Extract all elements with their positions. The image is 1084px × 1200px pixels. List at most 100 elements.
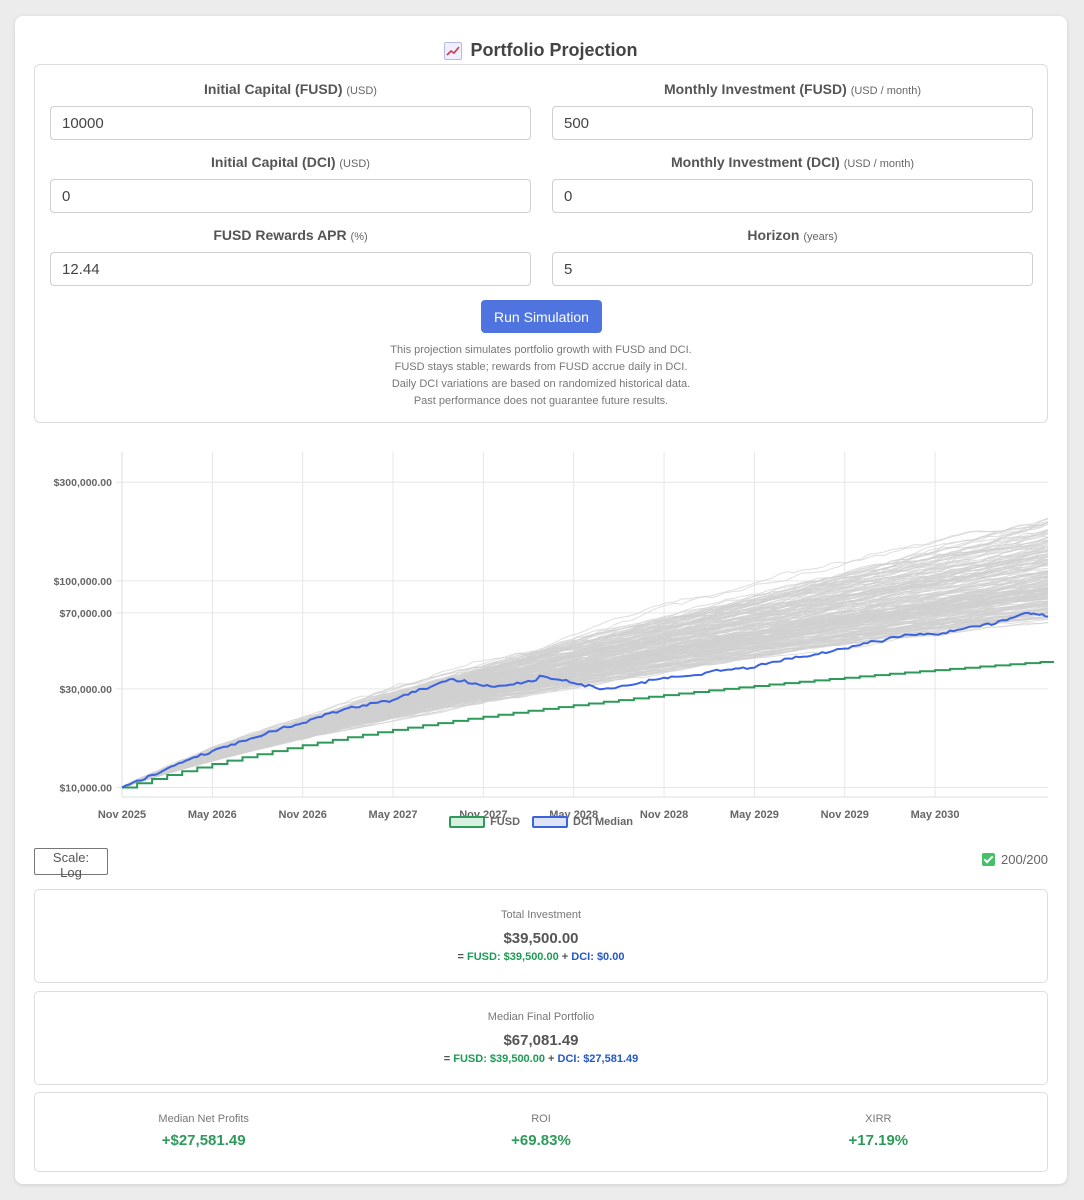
paths-count: 200/200 bbox=[1001, 852, 1048, 867]
field-initial-fusd: Initial Capital (FUSD) (USD) bbox=[50, 81, 531, 140]
initial-dci-input[interactable] bbox=[50, 179, 531, 213]
y-tick-label: $70,000.00 bbox=[59, 608, 112, 620]
x-tick-label: May 2026 bbox=[188, 809, 237, 821]
median-final-dci: DCI: $27,581.49 bbox=[557, 1053, 639, 1065]
field-monthly-dci: Monthly Investment (DCI) (USD / month) bbox=[552, 154, 1033, 213]
x-tick-label: Nov 2025 bbox=[98, 809, 146, 821]
initial-fusd-input[interactable] bbox=[50, 106, 531, 140]
legend-swatch-dci bbox=[532, 816, 569, 828]
xirr-value: +17.19% bbox=[848, 1132, 909, 1149]
page-title: Portfolio Projection bbox=[15, 40, 1067, 61]
legend-swatch-fusd bbox=[449, 816, 486, 828]
y-tick-label: $300,000.00 bbox=[54, 477, 113, 489]
xirr-label: XIRR bbox=[865, 1113, 892, 1125]
metrics-box: Median Net Profits +$27,581.49 ROI +69.8… bbox=[34, 1092, 1048, 1172]
projection-card: Portfolio Projection Initial Capital (FU… bbox=[15, 16, 1067, 1184]
simulation-path bbox=[121, 559, 1049, 788]
disclaimer-line: FUSD stays stable; rewards from FUSD acc… bbox=[394, 361, 688, 373]
simulation-path bbox=[121, 615, 1049, 788]
field-horizon: Horizon (years) bbox=[552, 227, 1033, 286]
monthly-dci-input[interactable] bbox=[552, 179, 1033, 213]
total-investment-value: $39,500.00 bbox=[503, 930, 579, 947]
net-profits-value: +$27,581.49 bbox=[161, 1132, 246, 1149]
dci-median-series-line bbox=[121, 611, 1049, 789]
net-profits-label: Median Net Profits bbox=[158, 1113, 249, 1125]
chart-increasing-icon bbox=[444, 41, 463, 60]
initial-fusd-unit: (USD) bbox=[346, 85, 377, 97]
field-initial-dci: Initial Capital (DCI) (USD) bbox=[50, 154, 531, 213]
scale-toggle-button[interactable]: Scale: Log bbox=[34, 848, 108, 880]
simulation-path bbox=[121, 611, 1049, 788]
monthly-fusd-unit: (USD / month) bbox=[850, 85, 921, 97]
simulation-path bbox=[121, 590, 1049, 788]
y-tick-label: $30,000.00 bbox=[59, 684, 112, 696]
total-investment-fusd: FUSD: $39,500.00 bbox=[467, 951, 559, 963]
simulation-path bbox=[121, 517, 1049, 788]
chart-legend: FUSD DCI Median bbox=[15, 816, 1067, 828]
median-final-breakdown: = FUSD: $39,500.00 + DCI: $27,581.49 bbox=[443, 1053, 639, 1065]
disclaimer: This projection simulates portfolio grow… bbox=[35, 342, 1047, 410]
x-tick-label: Nov 2026 bbox=[279, 809, 327, 821]
disclaimer-line: Daily DCI variations are based on random… bbox=[391, 378, 691, 390]
apr-input[interactable] bbox=[50, 252, 531, 286]
disclaimer-line: Past performance does not guarantee futu… bbox=[413, 395, 669, 407]
metric-roi: ROI +69.83% bbox=[372, 1113, 709, 1149]
projection-chart-svg: Nov 2025 May 2026 Nov 2026 May 2027 Nov 2027… bbox=[54, 452, 1056, 821]
legend-item-dci[interactable]: DCI Median bbox=[532, 816, 633, 828]
simulation-path bbox=[121, 561, 1048, 788]
monthly-dci-label: Monthly Investment (DCI) bbox=[671, 154, 840, 170]
median-final-box: Median Final Portfolio $67,081.49 = FUSD… bbox=[34, 991, 1048, 1085]
metric-xirr: XIRR +17.19% bbox=[710, 1113, 1047, 1149]
simulation-path bbox=[121, 621, 1049, 788]
initial-dci-label: Initial Capital (DCI) bbox=[211, 154, 336, 170]
input-form: Initial Capital (FUSD) (USD) Monthly Inv… bbox=[34, 64, 1048, 423]
apr-unit: (%) bbox=[350, 231, 368, 243]
roi-value: +69.83% bbox=[511, 1132, 571, 1149]
simulation-path bbox=[121, 582, 1049, 788]
roi-label: ROI bbox=[531, 1113, 551, 1125]
monthly-fusd-input[interactable] bbox=[552, 106, 1033, 140]
initial-fusd-label: Initial Capital (FUSD) bbox=[204, 81, 343, 97]
simulation-path bbox=[121, 602, 1049, 788]
projection-chart[interactable]: Nov 2025 May 2026 Nov 2026 May 2027 Nov 2027… bbox=[34, 442, 1056, 842]
y-tick-label: $100,000.00 bbox=[54, 576, 113, 588]
initial-dci-unit: (USD) bbox=[339, 158, 370, 170]
horizon-input[interactable] bbox=[552, 252, 1033, 286]
x-tick-label: May 2029 bbox=[730, 809, 779, 821]
simulation-path bbox=[121, 581, 1049, 788]
median-final-label: Median Final Portfolio bbox=[487, 1011, 595, 1023]
page-title-text: Portfolio Projection bbox=[470, 40, 638, 60]
median-final-fusd: FUSD: $39,500.00 bbox=[453, 1053, 545, 1065]
legend-label-fusd: FUSD bbox=[490, 816, 521, 828]
total-investment-box: Total Investment $39,500.00 = FUSD: $39,… bbox=[34, 889, 1048, 983]
simulation-path bbox=[121, 522, 1049, 788]
fusd-series-line bbox=[122, 661, 1056, 789]
total-investment-breakdown: = FUSD: $39,500.00 + DCI: $0.00 bbox=[457, 951, 625, 963]
total-investment-dci: DCI: $0.00 bbox=[571, 951, 625, 963]
simulation-path bbox=[121, 522, 1049, 788]
simulation-path bbox=[121, 593, 1049, 788]
x-tick-label: May 2030 bbox=[911, 809, 960, 821]
apr-label: FUSD Rewards APR bbox=[213, 227, 347, 243]
metric-net-profits: Median Net Profits +$27,581.49 bbox=[35, 1113, 372, 1149]
simulation-path bbox=[121, 583, 1049, 788]
field-apr: FUSD Rewards APR (%) bbox=[50, 227, 531, 286]
simulation-path bbox=[121, 611, 1049, 788]
y-tick-label: $10,000.00 bbox=[59, 783, 112, 795]
checkbox-checked-icon[interactable] bbox=[982, 853, 995, 866]
x-tick-label: Nov 2028 bbox=[640, 809, 688, 821]
simulation-path bbox=[121, 618, 1049, 788]
monthly-fusd-label: Monthly Investment (FUSD) bbox=[664, 81, 847, 97]
legend-label-dci: DCI Median bbox=[573, 816, 633, 828]
legend-item-fusd[interactable]: FUSD bbox=[449, 816, 520, 828]
simulation-path bbox=[121, 605, 1049, 788]
run-simulation-button[interactable]: Run Simulation bbox=[481, 300, 602, 333]
median-final-value: $67,081.49 bbox=[503, 1032, 579, 1049]
x-tick-label: May 2027 bbox=[369, 809, 418, 821]
disclaimer-line: This projection simulates portfolio grow… bbox=[390, 344, 692, 356]
horizon-unit: (years) bbox=[803, 231, 838, 243]
x-tick-label: Nov 2029 bbox=[821, 809, 869, 821]
paths-toggle[interactable]: 200/200 bbox=[982, 852, 1048, 867]
total-investment-label: Total Investment bbox=[500, 909, 582, 921]
monthly-dci-unit: (USD / month) bbox=[843, 158, 914, 170]
